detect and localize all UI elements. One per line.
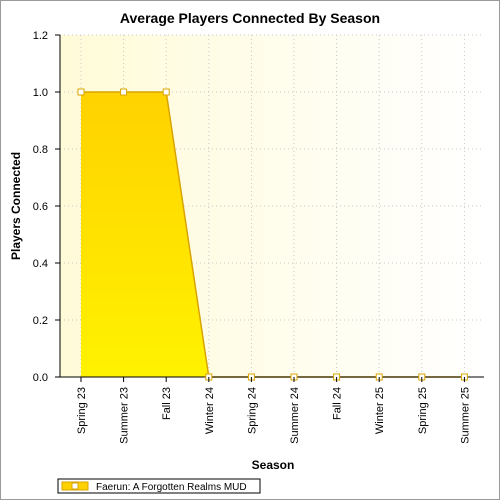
x-tick-label: Winter 25 — [374, 387, 386, 434]
x-tick-labels: Spring 23 Summer 23 Fall 23 Winter 24 Spring… — [76, 377, 471, 444]
y-tick-label: 0.8 — [33, 144, 48, 156]
data-point — [77, 88, 85, 96]
y-tick-label: 1.2 — [33, 30, 48, 42]
y-tick-label: 0.6 — [33, 201, 48, 213]
y-tick-label: 1.0 — [33, 87, 48, 99]
legend-label: Faerun: A Forgotten Realms MUD — [96, 482, 247, 493]
x-tick-label: Spring 25 — [417, 387, 429, 434]
y-axis-label: Players Connected — [9, 152, 23, 260]
legend-box — [57, 478, 261, 494]
y-tick-label: 0.4 — [33, 258, 48, 270]
x-axis-label: Season — [252, 458, 295, 472]
x-tick-label: Summer 23 — [119, 387, 131, 444]
legend: Faerun: A Forgotten Realms MUD — [57, 478, 261, 494]
series-area-fill — [81, 92, 465, 377]
x-tick-label: Winter 24 — [204, 387, 216, 434]
x-tick-label: Spring 24 — [246, 387, 258, 434]
y-tick-label: 0.0 — [33, 372, 48, 384]
x-tick-label: Fall 24 — [332, 387, 344, 420]
x-tick-label: Spring 23 — [76, 387, 88, 434]
y-tick-labels: 0.0 0.2 0.4 0.6 0.8 1.0 1.2 — [33, 30, 60, 384]
x-tick-label: Fall 23 — [161, 387, 173, 420]
legend-marker — [71, 482, 79, 490]
data-point — [120, 88, 128, 96]
x-tick-label: Summer 24 — [289, 387, 301, 444]
chart-title: Average Players Connected By Season — [120, 10, 380, 26]
x-tick-label: Summer 25 — [459, 387, 471, 444]
data-point — [162, 88, 170, 96]
y-tick-label: 0.2 — [33, 315, 48, 327]
